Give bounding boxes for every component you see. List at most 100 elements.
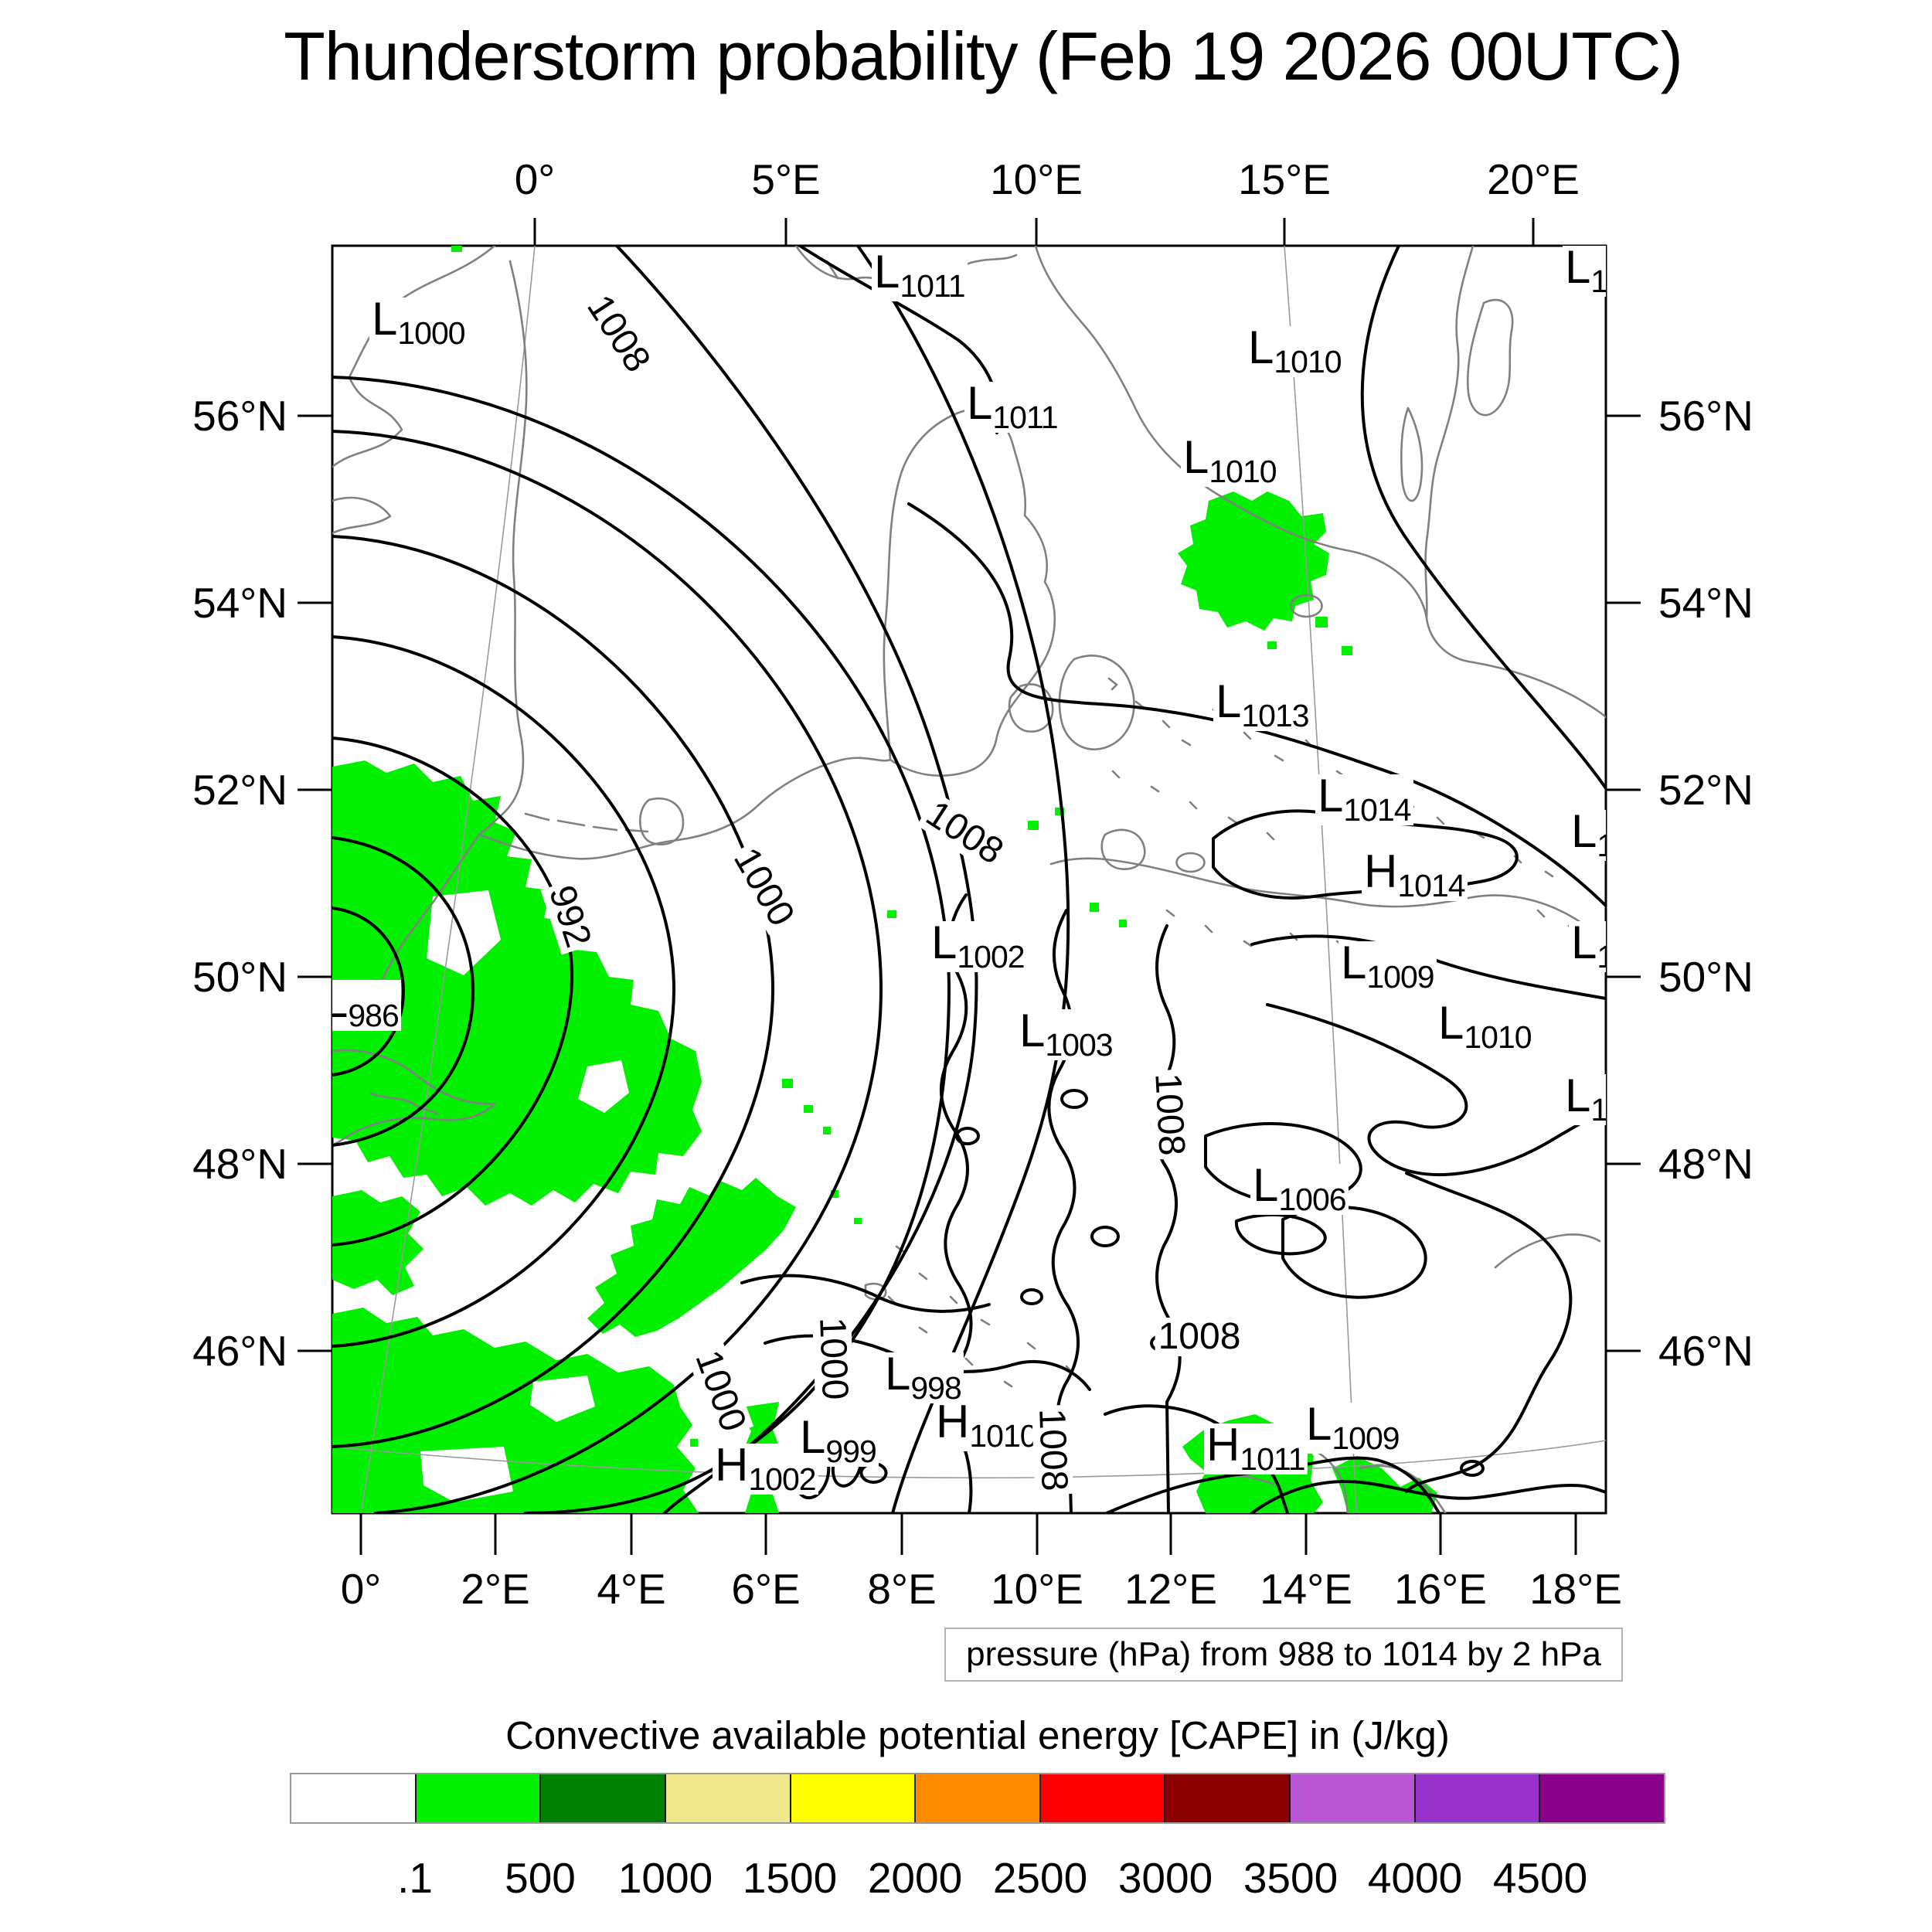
left-axis-label: 52°N (192, 766, 287, 814)
bottom-axis-label: 10°E (991, 1565, 1083, 1613)
cape-region-baltic (1178, 492, 1329, 631)
pressure-center-label: H1002 (713, 1442, 818, 1495)
colorbar-tick-label: 3000 (1117, 1854, 1213, 1902)
pressure-center-label: L1011 (872, 249, 968, 302)
colorbar-cell (414, 1774, 540, 1822)
colorbar-cell (1289, 1774, 1414, 1822)
island-bornholm (1290, 594, 1323, 618)
right-axis-label: 50°N (1658, 953, 1753, 1001)
cape-region-france-band (587, 1178, 796, 1337)
colorbar-cell (291, 1774, 415, 1822)
colorbar-cell (914, 1774, 1039, 1822)
wadden-islands (524, 812, 649, 833)
pressure-center-label: L1013 (1213, 679, 1311, 732)
meridian-15E (1284, 246, 1357, 1513)
bottom-axis-label: 12°E (1124, 1565, 1217, 1613)
lake-ijsselmeer (639, 798, 685, 846)
right-axis-label: 54°N (1658, 579, 1753, 627)
bottom-axis-label: 2°E (461, 1565, 530, 1613)
colorbar-tick-label: 4000 (1367, 1854, 1463, 1902)
left-axis-label: 50°N (192, 953, 287, 1001)
coast-normandy-brittany (332, 1049, 496, 1146)
pressure-center-label: L100 (1563, 246, 1606, 298)
bottom-axis-label: 16°E (1394, 1565, 1487, 1613)
coast-adriatic-east (1359, 1464, 1447, 1513)
pressure-center-label: L986 (332, 978, 401, 1032)
pressure-center-label: L1010 (1246, 325, 1344, 378)
pressure-center-label: L1009 (1304, 1401, 1402, 1454)
right-axis-label: 52°N (1658, 766, 1753, 814)
map-drawing (332, 246, 1606, 1513)
colorbar-title: Convective available potential energy [C… (505, 1713, 1450, 1757)
colorbar-cell (539, 1774, 665, 1822)
coast-croatia (1494, 1233, 1601, 1269)
pressure-center-label: L1010 (1436, 1000, 1534, 1053)
contour-value-label: 1000 (811, 1313, 855, 1404)
coast-jutland (883, 409, 1056, 777)
top-axis-label: 20°E (1487, 155, 1580, 203)
pressure-center-label: L10 (1563, 1073, 1606, 1126)
graticule (332, 246, 1606, 1513)
bottom-axis-label: 14°E (1260, 1565, 1352, 1613)
cape-shading (332, 246, 1437, 1513)
contour-value-label: 1008 (1147, 1069, 1192, 1160)
coast-baltic-east (1424, 246, 1475, 620)
top-axis-label: 5°E (751, 155, 821, 203)
island-gotland (1466, 298, 1514, 417)
pressure-center-label: L10 (1569, 808, 1606, 862)
colorbar-tick-label: 3500 (1243, 1854, 1338, 1902)
river-seine (369, 1092, 439, 1116)
parallel-45N (332, 1440, 1606, 1479)
pressure-center-label: L1 (1569, 920, 1606, 973)
top-axis-label: 0° (514, 155, 556, 203)
colorbar-tick-label: 1500 (742, 1854, 838, 1902)
bottom-axis-label: 18°E (1529, 1565, 1622, 1613)
right-axis-label: 48°N (1658, 1140, 1753, 1188)
right-axis-label: 56°N (1658, 392, 1753, 440)
colorbar-cell (789, 1774, 915, 1822)
pressure-caption: pressure (hPa) from 988 to 1014 by 2 hPa (944, 1628, 1623, 1682)
pressure-center-label: L1011 (964, 380, 1060, 434)
lagoon-szczecin (1175, 852, 1206, 873)
bottom-axis-label: 4°E (597, 1565, 666, 1613)
bottom-axis-label: 6°E (731, 1565, 801, 1613)
pressure-center-label: L1009 (1338, 940, 1437, 993)
colorbar-cell (1413, 1774, 1539, 1822)
axis-ticks (298, 218, 1641, 1555)
colorbar (290, 1773, 1665, 1824)
pressure-center-label: L1000 (369, 296, 468, 349)
colorbar-cell (664, 1774, 790, 1822)
left-axis-label: 46°N (192, 1327, 287, 1375)
pressure-center-label: L1006 (1250, 1162, 1349, 1216)
coast-england-south (332, 496, 392, 535)
pressure-center-label: H1010 (934, 1399, 1039, 1452)
pressure-center-label: L1010 (1181, 434, 1279, 488)
coast-sweden (1034, 246, 1606, 719)
map-area: L1000 L1011 L1010 L1011 L1010 L100 L1013… (332, 246, 1606, 1513)
colorbar-tick-label: 4500 (1492, 1854, 1588, 1902)
left-axis-label: 54°N (192, 579, 287, 627)
contour-value-label: 1008 (1155, 1318, 1244, 1356)
coast-netherlands (478, 757, 892, 860)
pressure-center-label: L1003 (1017, 1008, 1115, 1061)
pressure-center-label: L1014 (1315, 773, 1413, 826)
bottom-axis-label: 8°E (867, 1565, 937, 1613)
pressure-center-label: L1002 (929, 920, 1027, 973)
colorbar-cell (1539, 1774, 1665, 1822)
bottom-axis-label: 0° (340, 1565, 382, 1613)
pressure-center-label: H1011 (1204, 1422, 1308, 1475)
contour-value-label: 1008 (1031, 1404, 1075, 1495)
top-axis-label: 15°E (1238, 155, 1331, 203)
top-axis-label: 10°E (990, 155, 1083, 203)
lake-geneva (864, 1282, 887, 1301)
meridian-0E (360, 246, 536, 1513)
left-axis-label: 48°N (192, 1140, 287, 1188)
pressure-center-label: L999 (798, 1414, 879, 1468)
colorbar-tick-label: 2500 (992, 1854, 1088, 1902)
pressure-center-label: H1014 (1362, 849, 1468, 902)
coast-northsea (478, 260, 528, 836)
island-ruegen (1100, 828, 1146, 870)
colorbar-tick-label: 1000 (617, 1854, 713, 1902)
colorbar-tick-label: .1 (397, 1854, 433, 1902)
coast-baltic-south (1049, 857, 1606, 944)
